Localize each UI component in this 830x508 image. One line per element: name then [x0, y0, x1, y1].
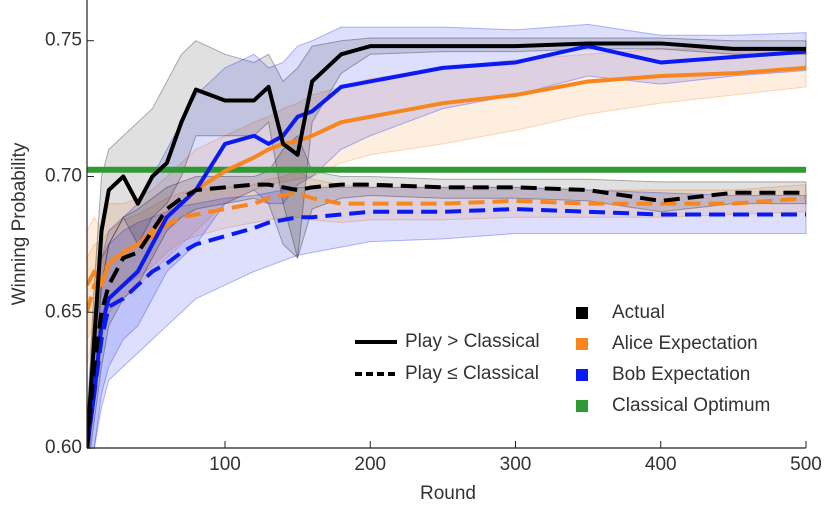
- y-tick-label: 0.75: [45, 30, 82, 51]
- legend-color-swatch: [576, 338, 588, 350]
- legend-label: Classical Optimum: [612, 395, 770, 416]
- confidence-band: [87, 170, 807, 367]
- series-line: [87, 44, 807, 449]
- x-tick-label: 100: [209, 454, 241, 475]
- series-line: [87, 41, 806, 449]
- y-tick-label: 0.65: [45, 301, 82, 322]
- series-line: [87, 207, 806, 449]
- legend-label: Bob Expectation: [612, 364, 750, 385]
- y-axis-label: Winning Probability: [9, 142, 30, 305]
- x-tick-label: 300: [500, 454, 532, 475]
- x-axis-label: Round: [420, 483, 476, 504]
- legend: Play > Classical Play ≤ Classical Actual Al…: [355, 302, 770, 416]
- series-line: [87, 182, 806, 449]
- legend-label: Play > Classical: [405, 331, 540, 352]
- legend-color-swatch: [576, 307, 588, 319]
- legend-label: Actual: [612, 302, 665, 323]
- x-tick-label: 500: [790, 454, 822, 475]
- x-tick-label: 400: [645, 454, 677, 475]
- y-tick-label: 0.70: [45, 166, 82, 187]
- lines: [87, 41, 807, 449]
- series-line: [87, 190, 807, 313]
- legend-color-swatch: [576, 400, 588, 412]
- legend-color-swatch: [576, 369, 588, 381]
- y-tick-label: 0.60: [45, 437, 82, 458]
- confidence-band: [87, 134, 807, 449]
- axes: 0.60 0.65 0.70 0.75 100 200 300 400 500: [45, 0, 822, 475]
- legend-label: Play ≤ Classical: [405, 363, 539, 384]
- series-line: [87, 65, 807, 288]
- confidence-band: [87, 37, 807, 449]
- x-tick-label: 200: [354, 454, 386, 475]
- legend-label: Alice Expectation: [612, 333, 758, 354]
- confidence-band: [87, 48, 807, 340]
